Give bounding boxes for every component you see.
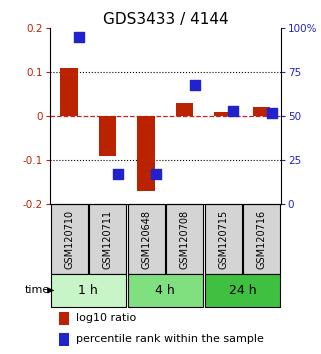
Point <box>269 110 274 115</box>
Text: GSM120716: GSM120716 <box>256 210 267 269</box>
Text: GSM120711: GSM120711 <box>102 210 113 269</box>
Bar <box>50 274 126 307</box>
Text: percentile rank within the sample: percentile rank within the sample <box>76 335 264 344</box>
Text: GSM120710: GSM120710 <box>64 210 74 269</box>
Bar <box>127 204 165 274</box>
Bar <box>89 204 126 274</box>
Point <box>231 108 236 114</box>
Point <box>154 171 159 177</box>
Point <box>115 171 120 177</box>
Bar <box>176 103 193 116</box>
Bar <box>59 312 69 325</box>
Bar <box>50 204 88 274</box>
Bar <box>60 68 78 116</box>
Bar <box>166 204 203 274</box>
Point <box>77 34 82 40</box>
Bar <box>99 116 116 156</box>
Title: GDS3433 / 4144: GDS3433 / 4144 <box>102 12 228 27</box>
Bar <box>253 107 270 116</box>
Bar <box>214 112 232 116</box>
Bar <box>243 204 280 274</box>
Text: 24 h: 24 h <box>229 284 256 297</box>
Bar <box>204 204 242 274</box>
Text: GSM120648: GSM120648 <box>141 210 151 269</box>
Bar <box>137 116 155 191</box>
Text: 1 h: 1 h <box>78 284 98 297</box>
Bar <box>127 274 203 307</box>
Text: log10 ratio: log10 ratio <box>76 313 136 324</box>
Point <box>192 82 197 87</box>
Bar <box>59 333 69 346</box>
Text: time: time <box>24 285 50 296</box>
Text: GSM120715: GSM120715 <box>218 210 228 269</box>
Bar <box>204 274 280 307</box>
Text: 4 h: 4 h <box>155 284 175 297</box>
Text: GSM120708: GSM120708 <box>179 210 190 269</box>
